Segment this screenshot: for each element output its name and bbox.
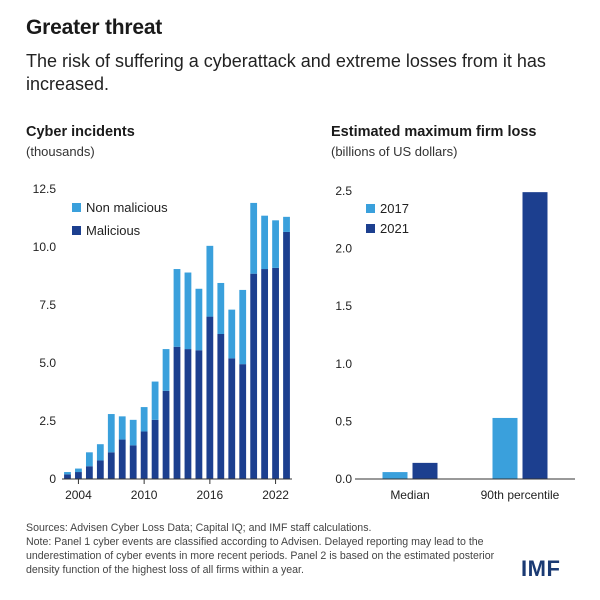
- panel1-bar-malicious: [250, 273, 258, 479]
- panel1-bar-non-malicious: [206, 245, 214, 317]
- panel1-bar-malicious: [85, 466, 93, 479]
- panel2-y-tick-label: 0.5: [335, 414, 352, 428]
- panel2-legend-swatch: [366, 204, 375, 213]
- panel2-legend-swatch: [366, 224, 375, 233]
- sources-text: Sources: Advisen Cyber Loss Data; Capita…: [26, 522, 372, 534]
- panel1-bar-malicious: [173, 346, 181, 479]
- panel2-bar-2017: [382, 472, 408, 479]
- panel1-title: Cyber incidents: [26, 124, 135, 140]
- panel1-legend-swatch: [72, 203, 81, 212]
- panel2-legend-label: 2021: [380, 221, 409, 236]
- panel1-bar-non-malicious: [272, 220, 279, 268]
- panel2-bar-2021: [522, 192, 548, 480]
- panel1-bar-non-malicious: [129, 419, 137, 446]
- panel1-bar-malicious: [118, 439, 126, 479]
- panel1-y-tick-label: 5.0: [39, 356, 56, 370]
- panel1-bar-non-malicious: [140, 407, 148, 432]
- panel2-title: Estimated maximum firm loss: [331, 124, 537, 140]
- panel1-bar-non-malicious: [151, 381, 159, 420]
- panel1-bar-non-malicious: [283, 216, 290, 232]
- panel1-bar-malicious: [107, 452, 115, 479]
- chart-title: Greater threat: [26, 16, 163, 39]
- panel1-bar-malicious: [228, 358, 236, 479]
- panel1-x-tick-label: 2010: [131, 488, 158, 502]
- panel1-bar-malicious: [140, 431, 148, 479]
- panel1-bar-non-malicious: [96, 444, 104, 461]
- panel1-y-tick-label: 2.5: [39, 414, 56, 428]
- panel1-bar-non-malicious: [239, 289, 247, 365]
- panel1-bar-non-malicious: [217, 282, 225, 334]
- panel2-y-tick-label: 1.0: [335, 357, 352, 371]
- panel1-bar-malicious: [162, 390, 170, 479]
- panel2-y-tick-label: 2.5: [335, 184, 352, 198]
- panel1-bar-non-malicious: [184, 272, 192, 350]
- panel1-bar-non-malicious: [250, 202, 258, 274]
- panel1-legend-label: Malicious: [86, 223, 141, 238]
- panel1-y-tick-label: 0: [49, 472, 56, 486]
- panel1-bar-malicious: [272, 267, 279, 479]
- panel1-bar-malicious: [239, 364, 247, 479]
- imf-logo: IMF: [521, 556, 561, 581]
- panel1-y-tick-label: 10.0: [33, 240, 57, 254]
- panel1-legend-swatch: [72, 226, 81, 235]
- panel2-category-label: Median: [390, 488, 429, 502]
- panel1-unit: (thousands): [26, 144, 95, 159]
- panel1-x-tick-label: 2016: [197, 488, 224, 502]
- panel1-legend-label: Non malicious: [86, 200, 168, 215]
- panel1-bar-malicious: [261, 269, 269, 479]
- panel1-bar-malicious: [64, 474, 71, 479]
- panel2-category-label: 90th percentile: [481, 488, 560, 502]
- panel1-bar-malicious: [151, 419, 159, 479]
- panel2-bar-2021: [412, 462, 438, 479]
- panel1-bar-malicious: [75, 472, 82, 479]
- panel1-y-tick-label: 12.5: [33, 182, 57, 196]
- panel1-bar-non-malicious: [261, 215, 269, 270]
- panel2-y-tick-label: 2.0: [335, 242, 352, 256]
- footnote: Sources: Advisen Cyber Loss Data; Capita…: [26, 521, 496, 577]
- panel1-bar-non-malicious: [228, 309, 236, 359]
- panel1-bar-non-malicious: [107, 414, 115, 453]
- note-text: Note: Panel 1 cyber events are classifie…: [26, 536, 495, 576]
- panel1-bar-malicious: [206, 316, 214, 479]
- chart-subtitle: The risk of suffering a cyberattack and …: [26, 51, 546, 94]
- panel1-bar-malicious: [96, 460, 104, 479]
- panel2-y-tick-label: 0.0: [335, 472, 352, 486]
- panel1-bar-non-malicious: [75, 468, 82, 473]
- panel1-bar-malicious: [217, 334, 225, 479]
- panel2-legend-label: 2017: [380, 201, 409, 216]
- panel1-x-tick-label: 2004: [65, 488, 92, 502]
- panel2-bar-2017: [492, 417, 518, 479]
- panel1-bar-non-malicious: [162, 349, 170, 391]
- panel2-unit: (billions of US dollars): [331, 144, 458, 159]
- panel1-y-tick-label: 7.5: [39, 298, 56, 312]
- panel1-bar-malicious: [184, 349, 192, 479]
- panel1-bar-non-malicious: [85, 452, 93, 467]
- panel1-bar-malicious: [129, 445, 137, 479]
- panel1-bar-malicious: [195, 350, 203, 479]
- panel1-bar-non-malicious: [173, 269, 181, 347]
- charts-canvas: 0 2.5 5.0 7.5 10.0 12.5 2004 2010 2016 2022 Non ma…: [33, 182, 575, 502]
- panel1-bar-non-malicious: [118, 416, 126, 440]
- panel1-bar-malicious: [283, 231, 290, 479]
- panel1-x-tick-label: 2022: [262, 488, 289, 502]
- panel1-bar-non-malicious: [64, 472, 71, 475]
- panel2-y-tick-label: 1.5: [335, 299, 352, 313]
- panel1-bar-non-malicious: [195, 288, 203, 351]
